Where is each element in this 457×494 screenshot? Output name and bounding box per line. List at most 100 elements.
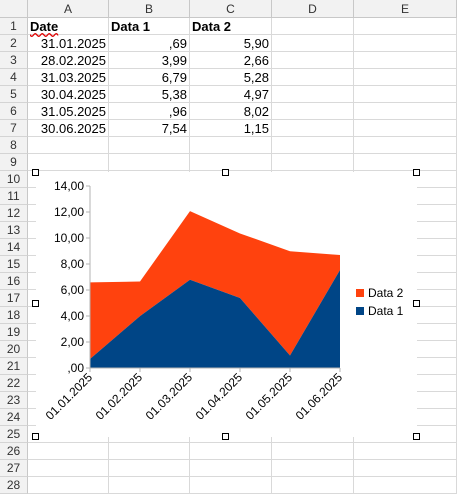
cell-d8[interactable] <box>272 137 354 154</box>
cell-d9[interactable] <box>272 154 354 171</box>
row-header-16[interactable]: 16 <box>0 273 28 290</box>
cell-d7[interactable] <box>272 120 354 137</box>
resize-handle-middle-right[interactable] <box>413 300 420 307</box>
cell-b26[interactable] <box>109 443 190 460</box>
cell-d2[interactable] <box>272 35 354 52</box>
cell-c5[interactable]: 4,97 <box>190 86 272 103</box>
column-header-c[interactable]: C <box>190 0 272 18</box>
cell-c8[interactable] <box>190 137 272 154</box>
row-header-23[interactable]: 23 <box>0 392 28 409</box>
cell-d28[interactable] <box>272 477 354 494</box>
column-header-a[interactable]: A <box>28 0 109 18</box>
cell-e1[interactable] <box>354 18 457 35</box>
cell-e27[interactable] <box>354 460 457 477</box>
cell-a6[interactable]: 31.05.2025 <box>28 103 109 120</box>
cell-e3[interactable] <box>354 52 457 69</box>
cell-d3[interactable] <box>272 52 354 69</box>
row-header-11[interactable]: 11 <box>0 188 28 205</box>
cell-b27[interactable] <box>109 460 190 477</box>
cell-e6[interactable] <box>354 103 457 120</box>
cell-e4[interactable] <box>354 69 457 86</box>
row-header-1[interactable]: 1 <box>0 18 28 35</box>
cell-d27[interactable] <box>272 460 354 477</box>
cell-a26[interactable] <box>28 443 109 460</box>
cell-d5[interactable] <box>272 86 354 103</box>
resize-handle-middle-left[interactable] <box>32 300 39 307</box>
cell-e28[interactable] <box>354 477 457 494</box>
row-header-5[interactable]: 5 <box>0 86 28 103</box>
row-header-19[interactable]: 19 <box>0 324 28 341</box>
row-header-4[interactable]: 4 <box>0 69 28 86</box>
resize-handle-top-center[interactable] <box>222 169 229 176</box>
cell-c27[interactable] <box>190 460 272 477</box>
row-header-28[interactable]: 28 <box>0 477 28 494</box>
cell-c28[interactable] <box>190 477 272 494</box>
resize-handle-bottom-left[interactable] <box>32 433 39 440</box>
row-header-10[interactable]: 10 <box>0 171 28 188</box>
row-header-13[interactable]: 13 <box>0 222 28 239</box>
row-header-18[interactable]: 18 <box>0 307 28 324</box>
row-header-6[interactable]: 6 <box>0 103 28 120</box>
resize-handle-bottom-right[interactable] <box>413 433 420 440</box>
row-header-21[interactable]: 21 <box>0 358 28 375</box>
row-header-2[interactable]: 2 <box>0 35 28 52</box>
row-header-8[interactable]: 8 <box>0 137 28 154</box>
cell-d6[interactable] <box>272 103 354 120</box>
cell-d1[interactable] <box>272 18 354 35</box>
cell-d4[interactable] <box>272 69 354 86</box>
resize-handle-top-left[interactable] <box>32 169 39 176</box>
cell-b1[interactable]: Data 1 <box>109 18 190 35</box>
cell-b6[interactable]: ,96 <box>109 103 190 120</box>
cell-b4[interactable]: 6,79 <box>109 69 190 86</box>
cell-b5[interactable]: 5,38 <box>109 86 190 103</box>
cell-d26[interactable] <box>272 443 354 460</box>
row-header-27[interactable]: 27 <box>0 460 28 477</box>
cell-a28[interactable] <box>28 477 109 494</box>
row-header-17[interactable]: 17 <box>0 290 28 307</box>
cell-b2[interactable]: ,69 <box>109 35 190 52</box>
cell-b8[interactable] <box>109 137 190 154</box>
cell-c6[interactable]: 8,02 <box>190 103 272 120</box>
cell-b9[interactable] <box>109 154 190 171</box>
cell-b3[interactable]: 3,99 <box>109 52 190 69</box>
cell-a7[interactable]: 30.06.2025 <box>28 120 109 137</box>
row-header-26[interactable]: 26 <box>0 443 28 460</box>
row-header-9[interactable]: 9 <box>0 154 28 171</box>
cell-c1[interactable]: Data 2 <box>190 18 272 35</box>
cell-c3[interactable]: 2,66 <box>190 52 272 69</box>
row-header-7[interactable]: 7 <box>0 120 28 137</box>
cell-c2[interactable]: 5,90 <box>190 35 272 52</box>
resize-handle-top-right[interactable] <box>413 169 420 176</box>
cell-a8[interactable] <box>28 137 109 154</box>
cell-b7[interactable]: 7,54 <box>109 120 190 137</box>
column-header-d[interactable]: D <box>272 0 354 18</box>
cell-c9[interactable] <box>190 154 272 171</box>
cell-e5[interactable] <box>354 86 457 103</box>
cell-a2[interactable]: 31.01.2025 <box>28 35 109 52</box>
cell-e2[interactable] <box>354 35 457 52</box>
cell-a1[interactable]: Date <box>28 18 109 35</box>
cell-e7[interactable] <box>354 120 457 137</box>
select-all-corner[interactable] <box>0 0 28 18</box>
row-header-3[interactable]: 3 <box>0 52 28 69</box>
chart-object[interactable]: ,00 2,00 4,00 6,00 8,00 10,00 12,00 14,00 01.01.… <box>36 172 417 437</box>
resize-handle-bottom-center[interactable] <box>222 433 229 440</box>
cell-b28[interactable] <box>109 477 190 494</box>
row-header-22[interactable]: 22 <box>0 375 28 392</box>
column-header-e[interactable]: E <box>354 0 457 18</box>
cell-c7[interactable]: 1,15 <box>190 120 272 137</box>
row-header-14[interactable]: 14 <box>0 239 28 256</box>
cell-c26[interactable] <box>190 443 272 460</box>
cell-a27[interactable] <box>28 460 109 477</box>
cell-e9[interactable] <box>354 154 457 171</box>
row-header-20[interactable]: 20 <box>0 341 28 358</box>
cell-a4[interactable]: 31.03.2025 <box>28 69 109 86</box>
cell-a3[interactable]: 28.02.2025 <box>28 52 109 69</box>
row-header-24[interactable]: 24 <box>0 409 28 426</box>
cell-a5[interactable]: 30.04.2025 <box>28 86 109 103</box>
row-header-12[interactable]: 12 <box>0 205 28 222</box>
row-header-15[interactable]: 15 <box>0 256 28 273</box>
cell-e8[interactable] <box>354 137 457 154</box>
column-header-b[interactable]: B <box>109 0 190 18</box>
row-header-25[interactable]: 25 <box>0 426 28 443</box>
